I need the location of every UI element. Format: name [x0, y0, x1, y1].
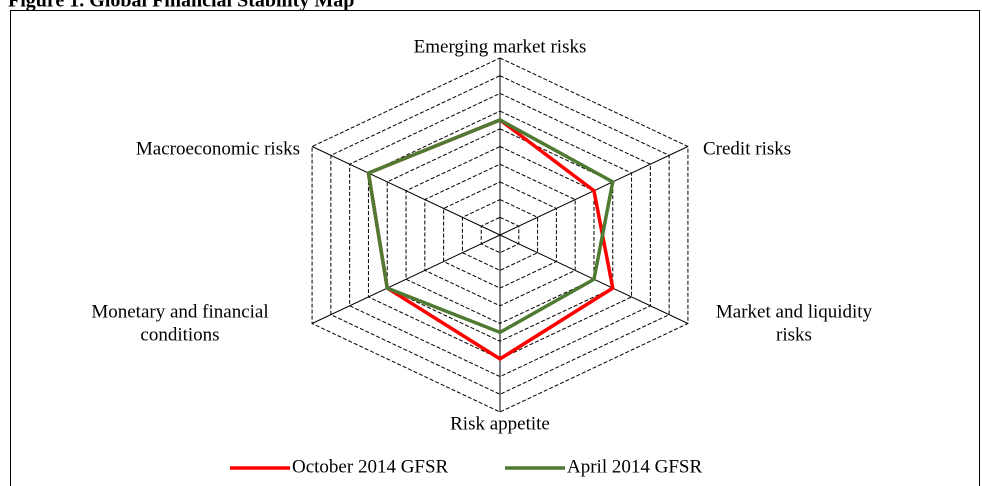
axis-label: risks: [776, 324, 812, 345]
legend-label: October 2014 GFSR: [292, 456, 449, 477]
axis-label: Macroeconomic risks: [136, 138, 300, 159]
axis-label: Risk appetite: [450, 413, 550, 434]
legend-label: April 2014 GFSR: [567, 456, 702, 477]
axis-label: Market and liquidity: [716, 301, 873, 322]
axis-label: conditions: [140, 324, 219, 345]
axis-spoke: [311, 234, 501, 324]
axis-label: Credit risks: [703, 138, 791, 159]
axis-label: Monetary and financial: [91, 301, 268, 322]
series-line: [366, 118, 615, 335]
axis-spoke: [311, 146, 501, 236]
frame: [10, 10, 980, 486]
chart-title: Figure 1. Global Financial Stability Map: [8, 0, 354, 12]
axis-label: Emerging market risks: [414, 36, 587, 57]
